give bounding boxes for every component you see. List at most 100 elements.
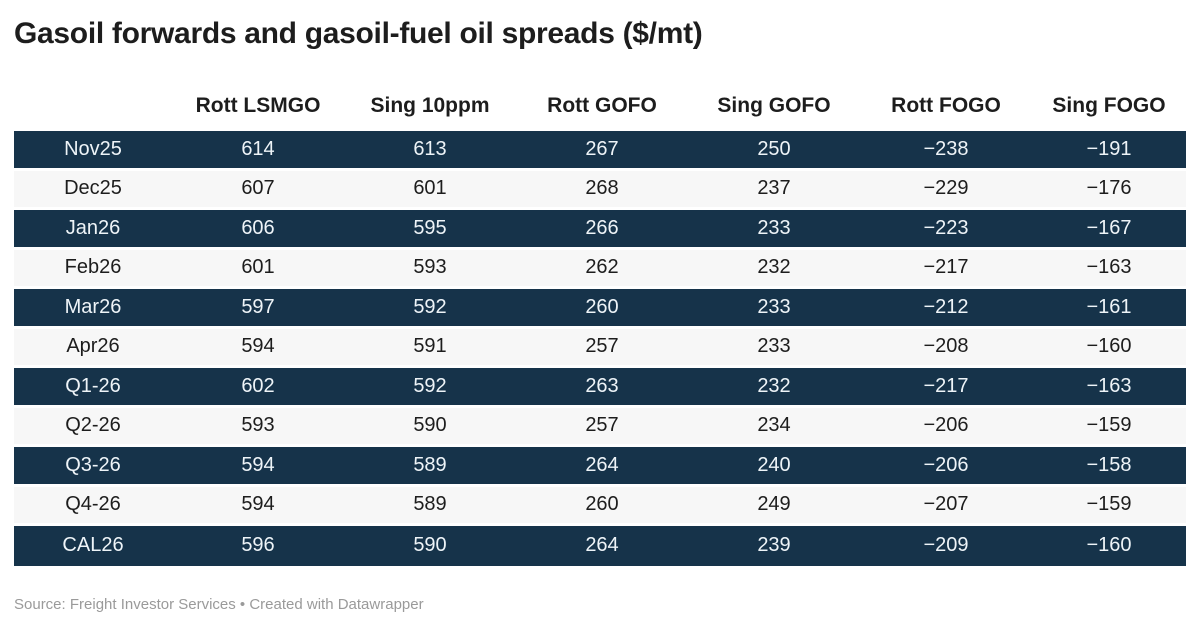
table-row: Dec25 607 601 268 237 −229 −176 bbox=[14, 170, 1186, 210]
table-cell: −206 bbox=[860, 447, 1032, 487]
table-row: Q3-26 594 589 264 240 −206 −158 bbox=[14, 447, 1186, 487]
table-cell: 234 bbox=[688, 407, 860, 447]
table-cell: 237 bbox=[688, 170, 860, 210]
table-cell: −207 bbox=[860, 486, 1032, 526]
table-cell: 232 bbox=[688, 249, 860, 289]
table-cell: −160 bbox=[1032, 526, 1186, 566]
source-attribution: Source: Freight Investor Services • Crea… bbox=[14, 595, 424, 613]
table-cell: 613 bbox=[344, 131, 516, 171]
column-header: Sing 10ppm bbox=[344, 52, 516, 131]
table-cell: −229 bbox=[860, 170, 1032, 210]
table-cell: 597 bbox=[172, 289, 344, 329]
table-cell: −161 bbox=[1032, 289, 1186, 329]
table-cell: −167 bbox=[1032, 210, 1186, 250]
table-row: Q2-26 593 590 257 234 −206 −159 bbox=[14, 407, 1186, 447]
table-cell: 606 bbox=[172, 210, 344, 250]
row-label: Nov25 bbox=[14, 131, 172, 171]
table-cell: 589 bbox=[344, 447, 516, 487]
table-cell: 233 bbox=[688, 328, 860, 368]
table-cell: 250 bbox=[688, 131, 860, 171]
row-label: Apr26 bbox=[14, 328, 172, 368]
table-cell: 260 bbox=[516, 486, 688, 526]
column-header: Rott FOGO bbox=[860, 52, 1032, 131]
table-cell: 593 bbox=[344, 249, 516, 289]
row-label: Jan26 bbox=[14, 210, 172, 250]
table-cell: 594 bbox=[172, 486, 344, 526]
table-cell: 589 bbox=[344, 486, 516, 526]
table-cell: 268 bbox=[516, 170, 688, 210]
table-cell: 233 bbox=[688, 210, 860, 250]
table-cell: 596 bbox=[172, 526, 344, 566]
table-cell: 264 bbox=[516, 447, 688, 487]
table-cell: 614 bbox=[172, 131, 344, 171]
table-cell: 592 bbox=[344, 368, 516, 408]
table-cell: 239 bbox=[688, 526, 860, 566]
table-cell: 232 bbox=[688, 368, 860, 408]
table-cell: −208 bbox=[860, 328, 1032, 368]
table-cell: 249 bbox=[688, 486, 860, 526]
row-label: Dec25 bbox=[14, 170, 172, 210]
table-cell: −209 bbox=[860, 526, 1032, 566]
row-label: Q2-26 bbox=[14, 407, 172, 447]
table-row: Q1-26 602 592 263 232 −217 −163 bbox=[14, 368, 1186, 408]
table-cell: 240 bbox=[688, 447, 860, 487]
table-cell: −159 bbox=[1032, 407, 1186, 447]
table-cell: 590 bbox=[344, 407, 516, 447]
table-cell: 594 bbox=[172, 447, 344, 487]
table-header-row: Rott LSMGO Sing 10ppm Rott GOFO Sing GOFO Ro… bbox=[14, 52, 1186, 131]
table-row: CAL26 596 590 264 239 −209 −160 bbox=[14, 526, 1186, 566]
table-row: Nov25 614 613 267 250 −238 −191 bbox=[14, 131, 1186, 171]
row-label: Q4-26 bbox=[14, 486, 172, 526]
table-cell: 602 bbox=[172, 368, 344, 408]
table-cell: −160 bbox=[1032, 328, 1186, 368]
column-header: Rott GOFO bbox=[516, 52, 688, 131]
table-row: Jan26 606 595 266 233 −223 −167 bbox=[14, 210, 1186, 250]
table-row: Feb26 601 593 262 232 −217 −163 bbox=[14, 249, 1186, 289]
table-cell: −217 bbox=[860, 368, 1032, 408]
table-cell: −212 bbox=[860, 289, 1032, 329]
table-cell: 601 bbox=[172, 249, 344, 289]
row-label: Feb26 bbox=[14, 249, 172, 289]
row-label-column-header bbox=[14, 52, 172, 131]
table-cell: −158 bbox=[1032, 447, 1186, 487]
table-cell: −176 bbox=[1032, 170, 1186, 210]
table-row: Apr26 594 591 257 233 −208 −160 bbox=[14, 328, 1186, 368]
column-header: Sing FOGO bbox=[1032, 52, 1186, 131]
row-label: Q1-26 bbox=[14, 368, 172, 408]
table-cell: 595 bbox=[344, 210, 516, 250]
table-cell: 266 bbox=[516, 210, 688, 250]
table-cell: 267 bbox=[516, 131, 688, 171]
table-row: Mar26 597 592 260 233 −212 −161 bbox=[14, 289, 1186, 329]
table-cell: 607 bbox=[172, 170, 344, 210]
table-cell: 264 bbox=[516, 526, 688, 566]
table-cell: 257 bbox=[516, 407, 688, 447]
table-cell: −223 bbox=[860, 210, 1032, 250]
table-row: Q4-26 594 589 260 249 −207 −159 bbox=[14, 486, 1186, 526]
table-cell: −217 bbox=[860, 249, 1032, 289]
table-cell: −163 bbox=[1032, 368, 1186, 408]
column-header: Sing GOFO bbox=[688, 52, 860, 131]
table-cell: 594 bbox=[172, 328, 344, 368]
table-cell: −159 bbox=[1032, 486, 1186, 526]
table-cell: 601 bbox=[344, 170, 516, 210]
table-cell: 233 bbox=[688, 289, 860, 329]
gasoil-forwards-table: Rott LSMGO Sing 10ppm Rott GOFO Sing GOFO Ro… bbox=[14, 52, 1186, 566]
row-label: Mar26 bbox=[14, 289, 172, 329]
table-cell: 591 bbox=[344, 328, 516, 368]
row-label: Q3-26 bbox=[14, 447, 172, 487]
table-cell: 257 bbox=[516, 328, 688, 368]
table-cell: 263 bbox=[516, 368, 688, 408]
table-cell: 262 bbox=[516, 249, 688, 289]
chart-title: Gasoil forwards and gasoil-fuel oil spre… bbox=[14, 17, 703, 50]
column-header: Rott LSMGO bbox=[172, 52, 344, 131]
row-label: CAL26 bbox=[14, 526, 172, 566]
table-cell: −163 bbox=[1032, 249, 1186, 289]
table-cell: 260 bbox=[516, 289, 688, 329]
table-cell: −191 bbox=[1032, 131, 1186, 171]
table-cell: −238 bbox=[860, 131, 1032, 171]
table-cell: 593 bbox=[172, 407, 344, 447]
table-cell: 592 bbox=[344, 289, 516, 329]
table-cell: 590 bbox=[344, 526, 516, 566]
table-cell: −206 bbox=[860, 407, 1032, 447]
